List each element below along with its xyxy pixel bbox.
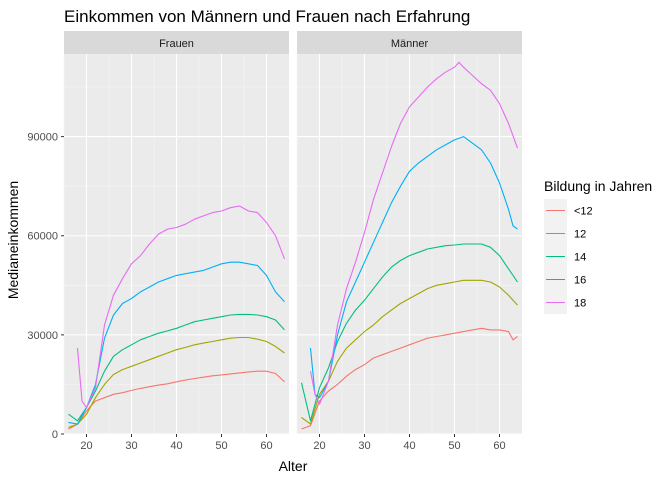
facet-panels: Frauen 20 30 40 50 60 0 30000 60000 90000 Männer 20…: [27, 31, 522, 452]
series-line-12: [68, 336, 285, 428]
series-line-14: [68, 313, 285, 422]
x-tick-label: 50: [215, 440, 227, 452]
x-tick-label: 60: [260, 440, 272, 452]
facet-0: Frauen 20 30 40 50 60 0 30000 60000 90000: [27, 31, 289, 452]
legend-label: <12: [574, 206, 593, 218]
x-axis-title: Alter: [279, 458, 308, 474]
legend: Bildung in Jahren <12 12 14 16 18: [544, 178, 652, 314]
x-tick-label: 20: [80, 440, 92, 452]
series-line-14: [300, 243, 518, 422]
y-tick-label: 90000: [27, 132, 58, 144]
legend-item: 18: [544, 291, 586, 314]
series-line-18: [309, 61, 519, 405]
series-line-<12: [68, 370, 285, 430]
x-tick-label: 30: [125, 440, 137, 452]
x-tick-label: 60: [493, 440, 505, 452]
legend-label: 12: [574, 229, 586, 241]
series-line-12: [301, 279, 518, 425]
legend-item: 16: [544, 268, 586, 291]
series-line-16: [309, 136, 518, 399]
facet-1: Männer 20 30 40 50 60: [296, 31, 522, 452]
legend-label: 14: [574, 252, 586, 264]
legend-item: 12: [544, 222, 586, 245]
facet-strip: [64, 31, 289, 54]
x-tick-label: 20: [313, 440, 325, 452]
legend-item: <12: [544, 199, 593, 222]
x-tick-label: 40: [403, 440, 415, 452]
chart-title: Einkommen von Männern und Frauen nach Er…: [64, 7, 470, 26]
y-tick-label: 60000: [27, 231, 58, 243]
facet-strip: [297, 31, 522, 54]
series-line-18: [76, 205, 286, 409]
series-line-<12: [301, 327, 518, 430]
y-tick-label: 30000: [27, 330, 58, 342]
y-axis-title: Medianeinkommen: [5, 181, 21, 299]
facet-strip-label: Frauen: [159, 38, 194, 50]
legend-title: Bildung in Jahren: [544, 178, 652, 194]
x-tick-label: 50: [448, 440, 460, 452]
y-tick-label: 0: [52, 429, 58, 441]
legend-item: 14: [544, 245, 586, 268]
x-tick-label: 40: [170, 440, 182, 452]
series-line-16: [68, 261, 285, 425]
facet-strip-label: Männer: [391, 38, 429, 50]
x-tick-label: 30: [358, 440, 370, 452]
legend-label: 18: [574, 298, 586, 310]
legend-label: 16: [574, 275, 586, 287]
